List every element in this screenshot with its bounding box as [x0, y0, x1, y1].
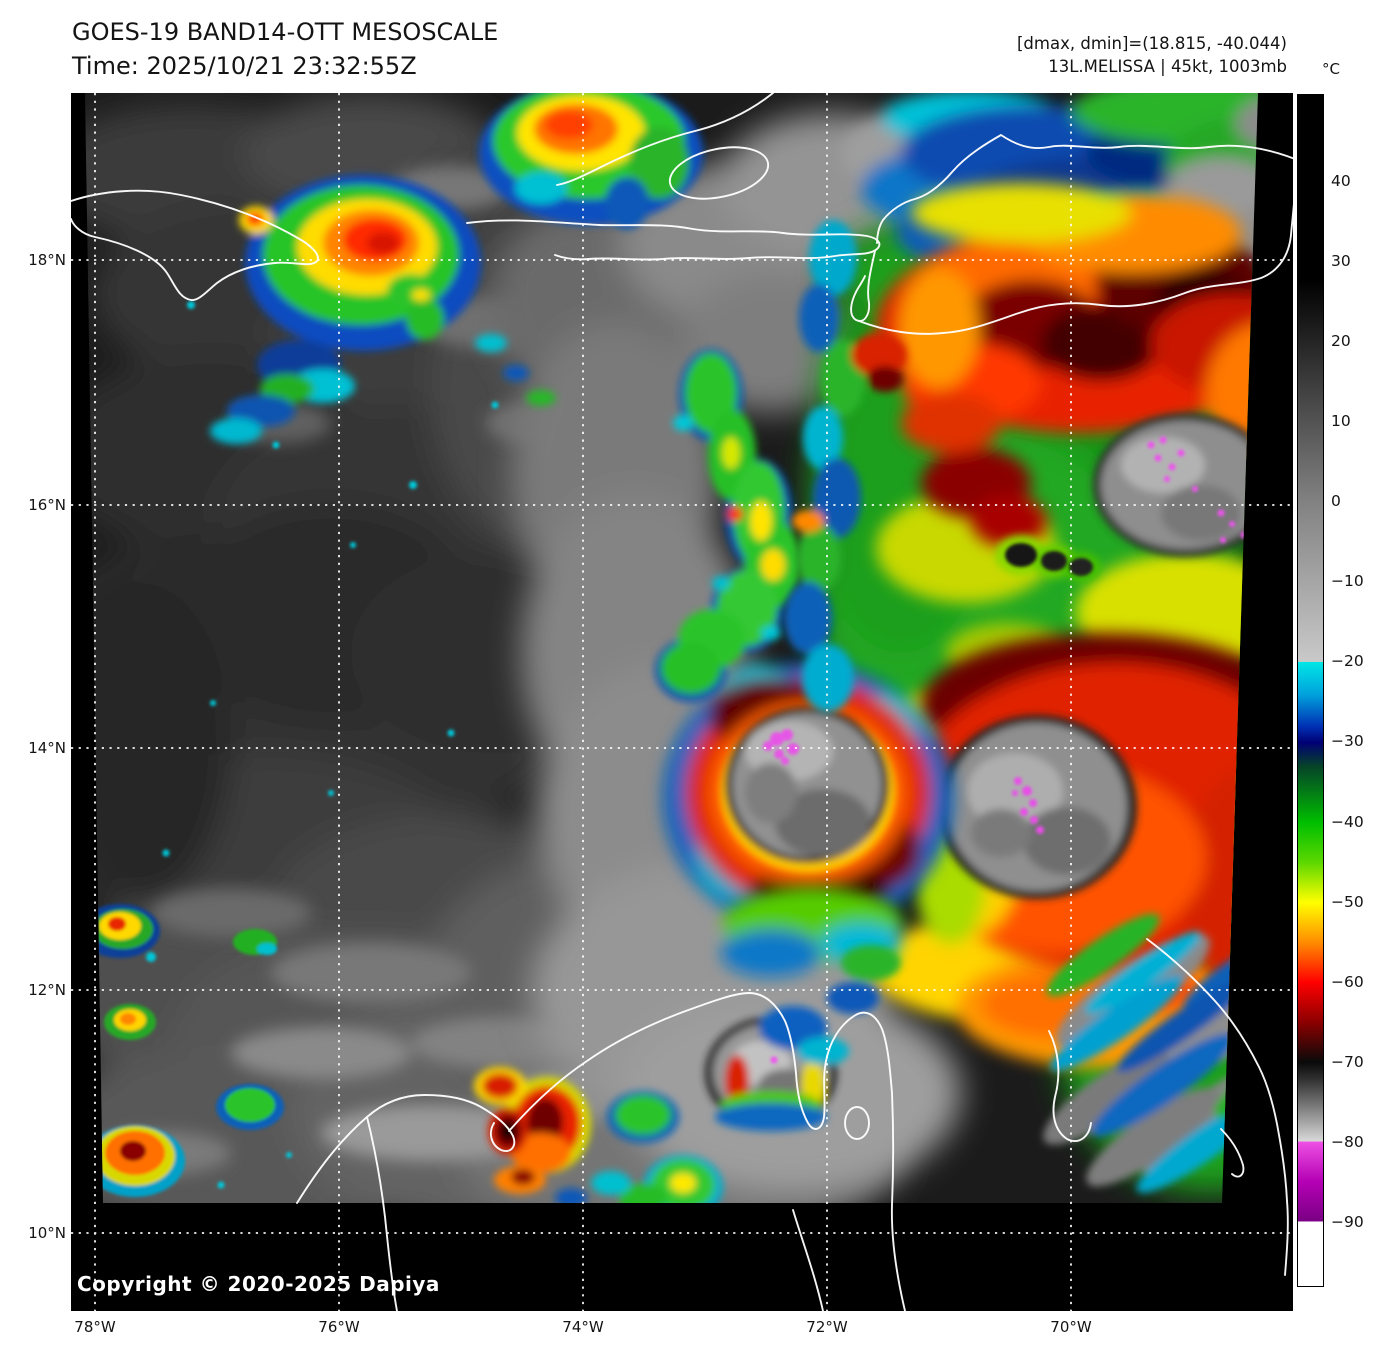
colorbar-tick: −40 — [1331, 813, 1364, 831]
colorbar-tick: 20 — [1331, 332, 1351, 350]
lat-label-10n: 10°N — [28, 1224, 66, 1242]
colorbar-unit-label: °C — [1322, 60, 1340, 78]
coastlines — [70, 92, 1330, 1312]
colorbar-tick: 0 — [1331, 492, 1341, 510]
ir-cloud-field — [85, 93, 1258, 1203]
satellite-imagery — [70, 92, 1330, 1312]
lat-label-14n: 14°N — [28, 739, 66, 757]
lon-label-74w: 74°W — [562, 1318, 604, 1336]
graticule — [71, 93, 1293, 1311]
copyright-watermark: Copyright © 2020-2025 Dapiya — [77, 1272, 440, 1296]
lon-label-72w: 72°W — [806, 1318, 848, 1336]
lat-label-16n: 16°N — [28, 496, 66, 514]
plot-title: GOES-19 BAND14-OTT MESOSCALE — [72, 18, 499, 46]
colorbar-tick: 10 — [1331, 412, 1351, 430]
annotation-dmax-dmin: [dmax, dmin]=(18.815, -40.044) — [1017, 34, 1287, 53]
colorbar-tick: −90 — [1331, 1213, 1364, 1231]
colorbar-tick: −20 — [1331, 652, 1364, 670]
lat-label-12n: 12°N — [28, 981, 66, 999]
annotation-storm-info: 13L.MELISSA | 45kt, 1003mb — [1048, 57, 1287, 76]
colorbar-tick: 30 — [1331, 252, 1351, 270]
colorbar-tick: −60 — [1331, 973, 1364, 991]
lon-label-76w: 76°W — [318, 1318, 360, 1336]
colorbar — [1297, 94, 1324, 1287]
lon-label-70w: 70°W — [1050, 1318, 1092, 1336]
lon-label-78w: 78°W — [74, 1318, 116, 1336]
colorbar-tick: −50 — [1331, 893, 1364, 911]
colorbar-tick: −10 — [1331, 572, 1364, 590]
colorbar-tick: −80 — [1331, 1133, 1364, 1151]
colorbar-tick: −30 — [1331, 732, 1364, 750]
annotation-block: [dmax, dmin]=(18.815, -40.044) 13L.MELIS… — [1017, 32, 1287, 78]
plot-timestamp: Time: 2025/10/21 23:32:55Z — [72, 52, 417, 80]
satellite-map — [70, 92, 1330, 1312]
lat-label-18n: 18°N — [28, 251, 66, 269]
colorbar-tick: 40 — [1331, 172, 1351, 190]
colorbar-tick: −70 — [1331, 1053, 1364, 1071]
